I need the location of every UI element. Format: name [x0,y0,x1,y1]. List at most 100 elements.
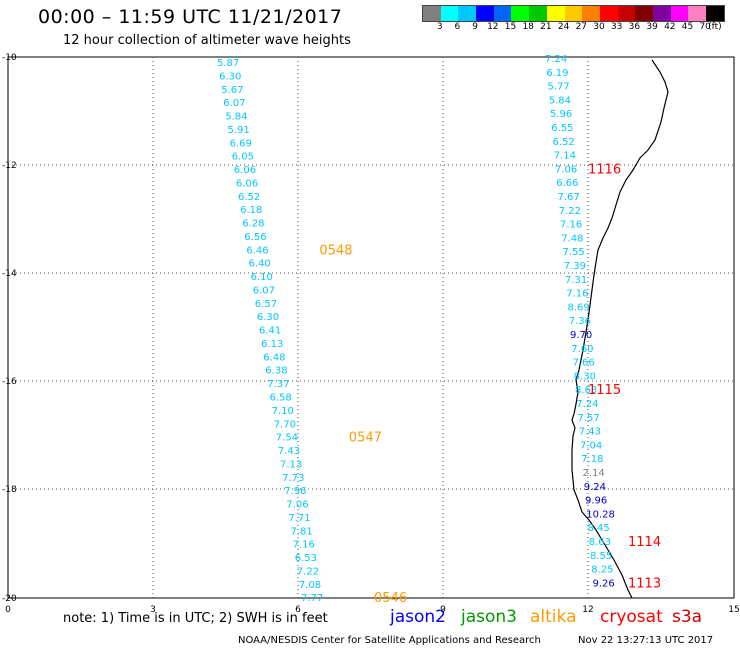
swh-value: 7.96 [284,486,306,497]
y-tick-label: -14 [2,269,17,279]
legend-swatch [688,6,706,21]
swh-value: 5.96 [550,109,572,120]
legend-label: 24 [557,22,570,32]
legend-swatch [582,6,600,21]
legend-swatch [546,6,565,21]
swh-value: 7.10 [272,406,294,417]
legend-label: 9 [472,22,478,32]
satellite-label-altika: altika [530,607,577,627]
legend-swatch [511,6,530,21]
pass-label: 1114 [628,535,661,550]
credit-line: NOAA/NESDIS Center for Satellite Applica… [238,635,541,646]
legend-label: 6 [454,22,461,32]
pass-label: 0546 [374,591,407,606]
swh-value: 7.55 [563,247,585,258]
swh-value: 5.84 [225,112,247,123]
swh-value: 6.30 [257,312,279,323]
legend-label: 42 [664,22,676,32]
legend-label: 39 [646,22,658,32]
swh-value: 6.66 [556,178,578,189]
swh-value: 7.37 [267,379,289,390]
swh-value: 8.55 [590,551,612,562]
swh-value: 7.13 [280,459,302,470]
legend-label: 18 [522,22,534,32]
swh-value: 8.63 [589,537,611,548]
swh-value: 2.14 [583,468,605,479]
swh-value: 9.26 [593,578,615,589]
legend-swatch [564,6,583,21]
plot-frame [7,56,735,599]
swh-value: 7.43 [278,446,300,457]
swh-value: 6.40 [249,259,271,270]
swh-value: 7.14 [554,151,576,162]
swh-value: 6.41 [259,326,281,337]
swh-value: 8.69 [568,302,590,313]
y-tick-label: -20 [2,594,17,604]
map-subtitle: 12 hour collection of altimeter wave hei… [63,33,351,48]
legend-label: 45 [681,22,694,32]
color-legend-bar [422,5,725,22]
legend-label: 21 [540,22,552,32]
swh-value: 6.46 [246,245,268,256]
legend-swatch [617,6,636,21]
swh-value: 6.55 [551,123,573,134]
swh-value: 6.48 [263,352,285,363]
swh-value: 6.69 [230,138,252,149]
pass-label: 1113 [628,576,661,591]
swh-value: 7.70 [274,419,296,430]
x-tick-label: 9 [440,605,446,615]
legend-swatch [635,6,653,21]
swh-value: 6.56 [244,232,266,243]
swh-value: 7.06 [555,164,577,175]
pass-label: 0547 [349,431,382,446]
legend-label: (ft) [708,22,722,32]
swh-value: 6.52 [238,192,260,203]
pass-label: 1115 [588,383,621,398]
x-tick-label: 12 [582,605,593,615]
y-tick-label: -10 [2,53,17,63]
coastline [571,59,669,599]
swh-value: 6.52 [553,137,575,148]
swh-value: 8.63 [575,385,597,396]
swh-value: 7.24 [545,54,567,65]
swh-value: 7.66 [573,358,595,369]
swh-value: 6.18 [240,205,262,216]
swh-value: 7.48 [561,233,583,244]
swh-value: 8.30 [574,371,596,382]
swh-value: 6.07 [253,285,275,296]
legend-swatch [476,6,494,21]
swh-value: 7.22 [559,206,581,217]
swh-value: 7.36 [569,316,591,327]
swh-value: 7.71 [288,513,310,524]
legend-swatch [599,6,618,21]
swh-value: 5.77 [548,82,570,93]
swh-value: 5.67 [221,85,243,96]
swh-value: 7.04 [580,440,602,451]
legend-label: 30 [593,22,605,32]
footer-note: note: 1) Time is in UTC; 2) SWH is in fe… [63,611,328,626]
swh-value: 6.57 [255,299,277,310]
legend-swatch [706,6,724,21]
legend-label: 36 [628,22,641,32]
satellite-label-s3a: s3a [672,607,703,627]
swh-value: 6.06 [236,178,258,189]
legend-swatch [652,6,671,21]
swh-value: 9.24 [584,482,606,493]
swh-value: 7.08 [299,580,321,591]
swh-value: 7.16 [566,289,588,300]
legend-label: 27 [575,22,588,32]
legend-label: 12 [487,22,499,32]
swh-value: 7.77 [301,593,323,604]
swh-value: 6.06 [234,165,256,176]
swh-value: 9.70 [570,330,592,341]
swh-value: 7.81 [291,526,313,537]
swh-value: 10.28 [586,509,615,520]
satellite-label-jason2: jason2 [390,607,446,627]
swh-value: 6.07 [223,98,245,109]
legend-swatch [493,6,512,21]
swh-value: 7.16 [560,220,582,231]
y-tick-label: -16 [2,377,17,387]
swh-value: 6.58 [270,393,292,404]
swh-value: 7.18 [581,454,603,465]
